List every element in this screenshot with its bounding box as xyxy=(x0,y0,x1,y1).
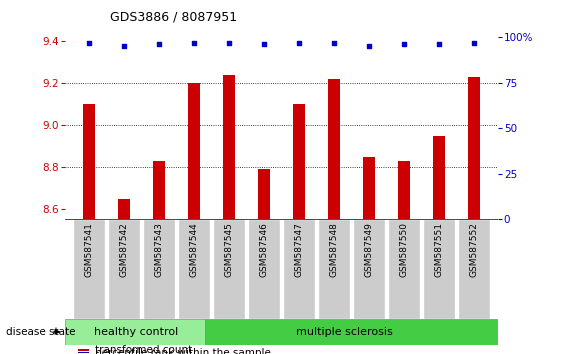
Bar xyxy=(78,349,88,351)
Bar xyxy=(153,161,166,219)
Bar xyxy=(118,199,130,219)
Bar xyxy=(423,219,454,319)
Point xyxy=(470,40,479,45)
Text: multiple sclerosis: multiple sclerosis xyxy=(296,327,393,337)
Point xyxy=(190,40,199,45)
Point xyxy=(84,40,93,45)
Text: transformed count: transformed count xyxy=(95,345,193,354)
Bar xyxy=(65,319,204,345)
Bar xyxy=(293,104,305,219)
Text: GSM587547: GSM587547 xyxy=(294,222,303,277)
Text: GSM587550: GSM587550 xyxy=(399,222,408,278)
Text: GSM587546: GSM587546 xyxy=(260,222,269,277)
Point xyxy=(120,44,129,49)
Text: GSM587552: GSM587552 xyxy=(470,222,479,277)
Point xyxy=(329,40,338,45)
Bar xyxy=(458,219,489,319)
Bar xyxy=(468,77,480,219)
Bar xyxy=(328,79,340,219)
Bar xyxy=(283,219,315,319)
Point xyxy=(364,44,373,49)
Text: disease state: disease state xyxy=(6,327,75,337)
Text: GSM587541: GSM587541 xyxy=(84,222,93,277)
Text: GDS3886 / 8087951: GDS3886 / 8087951 xyxy=(110,10,237,23)
Text: GSM587543: GSM587543 xyxy=(155,222,164,277)
Bar xyxy=(178,219,210,319)
Bar xyxy=(83,104,95,219)
Bar xyxy=(388,219,419,319)
Point xyxy=(399,42,408,47)
Text: GSM587544: GSM587544 xyxy=(190,222,199,277)
Text: GSM587545: GSM587545 xyxy=(225,222,234,277)
Point xyxy=(434,42,443,47)
Text: healthy control: healthy control xyxy=(94,327,178,337)
Bar xyxy=(258,169,270,219)
Bar xyxy=(78,352,88,353)
Bar xyxy=(363,156,375,219)
Text: percentile rank within the sample: percentile rank within the sample xyxy=(95,348,271,354)
Text: GSM587549: GSM587549 xyxy=(364,222,373,277)
Bar xyxy=(353,219,385,319)
Text: GSM587551: GSM587551 xyxy=(434,222,443,278)
Point xyxy=(155,42,164,47)
Bar xyxy=(188,83,200,219)
Bar xyxy=(318,219,350,319)
Bar xyxy=(74,219,105,319)
Point xyxy=(260,42,269,47)
Bar xyxy=(433,136,445,219)
Bar xyxy=(213,219,245,319)
Bar xyxy=(109,219,140,319)
Bar xyxy=(248,219,280,319)
Bar xyxy=(397,161,410,219)
Point xyxy=(294,40,303,45)
Point xyxy=(225,40,234,45)
Bar xyxy=(223,75,235,219)
Text: GSM587548: GSM587548 xyxy=(329,222,338,277)
Bar xyxy=(204,319,498,345)
Bar xyxy=(144,219,175,319)
Text: GSM587542: GSM587542 xyxy=(120,222,129,277)
